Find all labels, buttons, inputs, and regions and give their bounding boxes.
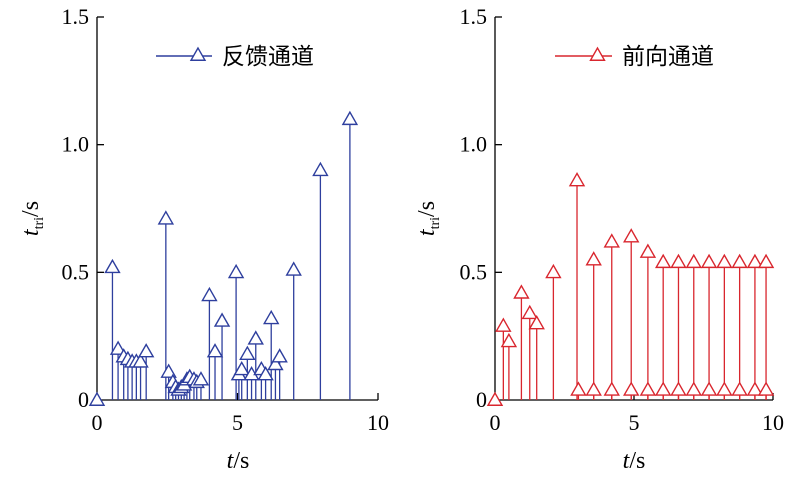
stem-marker	[500, 332, 518, 348]
stem-marker	[233, 360, 250, 376]
y-axis-label-var: t	[18, 228, 44, 236]
stem-marker	[746, 381, 764, 396]
y-tick-label: 1.5	[62, 4, 90, 29]
legend-label: 前向通道	[622, 44, 714, 70]
stem-marker	[263, 309, 280, 325]
x-axis-label-var: t	[623, 448, 631, 474]
stem-marker	[639, 381, 657, 396]
y-axis-label-unit: /s	[414, 201, 440, 217]
legend-marker	[189, 46, 207, 61]
y-tick-label: 0	[476, 387, 487, 412]
x-tick-label: 5	[629, 410, 640, 435]
x-axis-label: t/s	[623, 448, 646, 474]
stem-marker	[603, 233, 620, 248]
stem-marker	[585, 251, 602, 266]
stem-marker	[160, 363, 177, 378]
stem-marker	[716, 381, 733, 396]
series-1	[88, 110, 359, 406]
stem-marker	[654, 253, 672, 269]
x-axis-label-unit: /s	[629, 448, 645, 474]
stem-marker	[585, 381, 602, 396]
x-tick-label: 10	[762, 410, 784, 435]
stem-marker	[206, 343, 224, 358]
y-axis-label: ttri/s	[414, 201, 443, 236]
x-axis-label: t/s	[227, 448, 250, 474]
stem-marker	[654, 381, 672, 396]
y-tick-label: 1.0	[460, 132, 488, 157]
legend-label: 反馈通道	[222, 44, 314, 70]
stem-marker	[528, 314, 545, 330]
series-2	[486, 172, 775, 406]
stem-marker	[568, 172, 586, 187]
stem-marker	[685, 381, 702, 396]
stem-marker	[201, 286, 218, 302]
stem-marker	[545, 263, 562, 279]
x-axis-label-unit: /s	[233, 448, 249, 474]
stem-marker	[603, 381, 620, 396]
stem-marker	[157, 210, 175, 225]
x-tick-label: 10	[367, 410, 389, 435]
x-tick-label: 5	[232, 410, 243, 435]
legend-marker	[589, 46, 606, 61]
stem-marker	[486, 391, 504, 406]
y-axis-label-var: t	[414, 228, 440, 236]
stem-marker	[670, 253, 687, 269]
stem-marker	[312, 161, 329, 177]
stem-marker	[700, 381, 718, 396]
stem-marker	[623, 381, 640, 396]
y-tick-label: 0.5	[460, 259, 488, 284]
y-axis-label: ttri/s	[18, 201, 47, 236]
stem-marker	[521, 304, 538, 320]
stem-marker	[757, 381, 775, 396]
stem-marker	[257, 366, 274, 381]
y-axis-label-sub: tri	[32, 217, 47, 230]
stem-marker	[570, 381, 587, 396]
y-tick-label: 1.5	[460, 4, 488, 29]
x-tick-label: 0	[92, 410, 103, 435]
stem-marker	[88, 391, 106, 406]
stem-marker	[700, 253, 718, 269]
stem-marker	[513, 284, 530, 299]
stem-marker	[239, 345, 256, 360]
stem-marker	[132, 353, 149, 368]
stem-marker	[104, 258, 121, 274]
stem-marker	[623, 228, 640, 243]
stem-marker	[137, 343, 155, 358]
stem-marker	[731, 381, 748, 396]
stem-marker	[109, 340, 127, 355]
stem-marker	[271, 348, 288, 363]
stem-marker	[247, 330, 264, 345]
y-tick-label: 0	[78, 387, 89, 412]
x-tick-label: 0	[490, 410, 501, 435]
stem-marker	[639, 243, 657, 258]
stem-marker	[716, 253, 733, 269]
stem-marker	[285, 261, 302, 276]
x-axis-label-var: t	[227, 448, 235, 474]
stem-marker	[685, 253, 702, 269]
stem-marker	[192, 371, 210, 386]
stem-marker	[213, 312, 231, 327]
stem-marker	[757, 253, 775, 269]
stem-marker	[267, 355, 284, 371]
stem-marker	[731, 253, 748, 269]
y-tick-label: 0.5	[62, 259, 90, 284]
y-tick-label: 1.0	[62, 132, 90, 157]
stem-marker	[227, 263, 245, 279]
stem-marker	[746, 253, 764, 269]
legend: 前向通道	[555, 44, 714, 70]
stem-marker	[341, 110, 359, 126]
stem-marker	[495, 317, 512, 332]
y-axis-label-sub: tri	[428, 217, 443, 230]
stem-marker	[670, 381, 687, 396]
y-axis-label-unit: /s	[18, 201, 44, 217]
legend: 反馈通道	[156, 44, 314, 70]
